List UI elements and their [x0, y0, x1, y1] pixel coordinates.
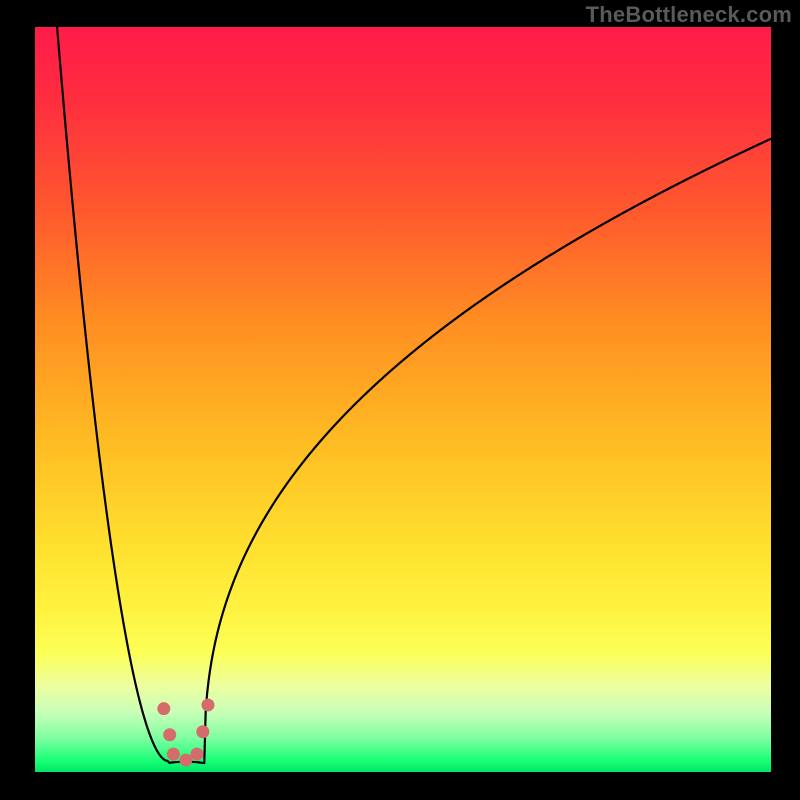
watermark-text: TheBottleneck.com: [586, 2, 792, 28]
marker-dot: [157, 702, 170, 715]
marker-dot: [179, 754, 192, 767]
gradient-background: [35, 27, 771, 772]
chart-container: TheBottleneck.com: [0, 0, 800, 800]
plot-area: [35, 27, 771, 772]
marker-dot: [196, 725, 209, 738]
marker-dot: [167, 748, 180, 761]
marker-dot: [163, 728, 176, 741]
plot-svg: [35, 27, 771, 772]
marker-dot: [190, 748, 203, 761]
marker-dot: [201, 698, 214, 711]
